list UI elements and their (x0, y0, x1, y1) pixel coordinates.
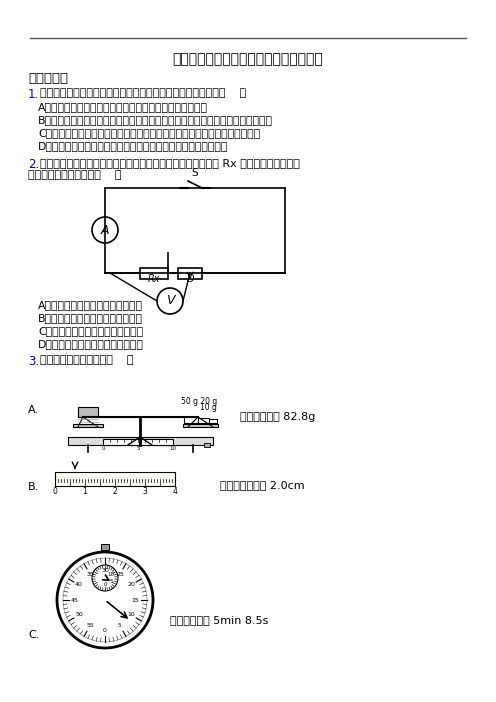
Text: V: V (166, 295, 174, 307)
Bar (68, 437, 213, 445)
Text: 生活处处有物理，留心观察皆学科，对以下现象解释错误的是（    ）: 生活处处有物理，留心观察皆学科，对以下现象解释错误的是（ ） (40, 88, 246, 98)
Text: 10: 10 (127, 613, 135, 618)
Text: 20: 20 (127, 583, 135, 588)
Text: B．小汽车驾驶室前边的挡风玻璃不采用竖直安装的主要原因是为了排除像的干扰: B．小汽车驾驶室前边的挡风玻璃不采用竖直安装的主要原因是为了排除像的干扰 (38, 115, 273, 125)
Text: 2.: 2. (28, 158, 39, 171)
Text: 50 g 20 g: 50 g 20 g (181, 397, 217, 406)
Text: 5: 5 (118, 623, 122, 628)
Text: 40: 40 (75, 583, 83, 588)
Text: 15: 15 (131, 597, 139, 602)
Text: 0: 0 (101, 446, 105, 451)
Text: 0: 0 (53, 487, 58, 496)
Text: 原因的说法中正确的是（    ）: 原因的说法中正确的是（ ） (28, 170, 122, 180)
Bar (183, 424, 218, 427)
Text: Rx: Rx (148, 274, 160, 284)
Circle shape (92, 565, 118, 591)
Bar (55, 472, 175, 486)
Text: D．远视眼看不清近处的景物，是因为景物的像落在视网膜的前方: D．远视眼看不清近处的景物，是因为景物的像落在视网膜的前方 (38, 141, 228, 151)
Text: C.: C. (28, 630, 39, 640)
Text: D: D (186, 274, 194, 284)
Text: A.: A. (28, 405, 39, 415)
Text: 3.: 3. (28, 355, 39, 368)
Text: 55: 55 (86, 623, 94, 628)
Text: 10: 10 (108, 572, 115, 577)
Bar (140, 268, 168, 279)
Text: 如图所示，是一种「伏安法」测电阴的电路图，下列关于电阴 Rx 的测量误差及其产生: 如图所示，是一种「伏安法」测电阴的电路图，下列关于电阴 Rx 的测量误差及其产生 (40, 158, 300, 168)
Text: 2: 2 (113, 487, 118, 496)
Bar (184, 417, 198, 423)
Text: 0: 0 (103, 583, 107, 588)
Text: 下列工具读数正确的是（    ）: 下列工具读数正确的是（ ） (40, 355, 133, 365)
Bar (78, 407, 98, 417)
Circle shape (92, 217, 118, 243)
Text: 45: 45 (71, 597, 79, 602)
Text: C．风能、水能、太阳能可以在自然界里源源不断地得到，它们是可再生能源: C．风能、水能、太阳能可以在自然界里源源不断地得到，它们是可再生能源 (38, 128, 260, 138)
Text: 深圳龙岗龙岗中学中考物理模拟考试集锦: 深圳龙岗龙岗中学中考物理模拟考试集锦 (173, 52, 323, 66)
Text: 1: 1 (83, 487, 87, 496)
Text: A: A (101, 223, 109, 237)
Text: 5: 5 (136, 446, 140, 451)
Bar (103, 439, 173, 445)
Text: 4: 4 (173, 487, 178, 496)
Circle shape (57, 552, 153, 648)
Text: A．测量值偏大，由于电流表有内阴: A．测量值偏大，由于电流表有内阴 (38, 300, 143, 310)
Text: S: S (191, 168, 198, 178)
Text: 天平的读数是 82.8g: 天平的读数是 82.8g (240, 412, 315, 422)
Text: 3: 3 (142, 487, 147, 496)
Text: 10 g: 10 g (200, 403, 217, 412)
Text: 秒表的读数是 5min 8.5s: 秒表的读数是 5min 8.5s (170, 615, 268, 625)
Bar (73, 424, 103, 427)
Text: D．测量值偏小，由于电流表有内阴: D．测量值偏小，由于电流表有内阴 (38, 339, 144, 349)
Bar (101, 544, 109, 550)
Text: C．测量值偏大，由于电压表有内阴: C．测量值偏大，由于电压表有内阴 (38, 326, 143, 336)
Text: 1.: 1. (28, 88, 39, 101)
Text: 5: 5 (109, 579, 113, 584)
Bar (178, 268, 202, 279)
Text: 0: 0 (103, 628, 107, 633)
Bar (209, 419, 217, 423)
Text: 刻度尺的读数是 2.0cm: 刻度尺的读数是 2.0cm (220, 480, 305, 490)
Text: 50: 50 (75, 613, 83, 618)
Text: 35: 35 (86, 571, 94, 576)
Text: 25: 25 (116, 571, 124, 576)
Text: B．测量值偏小，由于电压表有内阴: B．测量值偏小，由于电压表有内阴 (38, 313, 143, 323)
Text: 30: 30 (101, 567, 109, 573)
Text: 一、选择题: 一、选择题 (28, 72, 68, 85)
Text: B.: B. (28, 482, 39, 492)
Bar (204, 443, 210, 447)
Text: A．高压锅是利用水的永点随气压增大而升高的特点制成的: A．高压锅是利用水的永点随气压增大而升高的特点制成的 (38, 102, 208, 112)
Circle shape (157, 288, 183, 314)
Text: 10: 10 (170, 446, 177, 451)
Bar (198, 418, 209, 423)
